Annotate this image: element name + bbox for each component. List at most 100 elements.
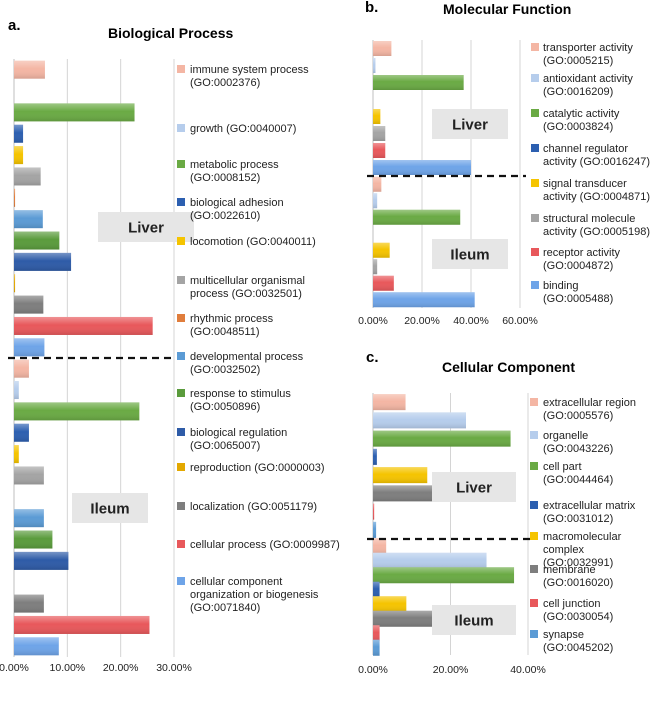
- bar-shade-a-ileum-7: [14, 509, 44, 528]
- legend-swatch-a-4: [177, 237, 185, 245]
- legend-swatch-a-0: [177, 65, 185, 73]
- legend-label-b-5-1: activity (GO:0005198): [543, 226, 650, 238]
- legend-label-c-4-2: (GO:0032991): [543, 557, 613, 569]
- tissue-label-b-ileum: Ileum: [450, 247, 489, 264]
- legend-label-c-2-1: (GO:0044464): [543, 474, 613, 486]
- bar-shade-b-ileum-0: [373, 176, 382, 192]
- bar-shade-c-liver-6: [373, 503, 375, 520]
- legend-label-b-5-0: structural molecule: [543, 213, 635, 225]
- bar-shade-c-ileum-7: [373, 639, 380, 656]
- tissue-label-box-a-ileum: [72, 493, 148, 523]
- legend-label-a-11-0: localization (GO:0051179): [190, 501, 317, 513]
- panel-a-letter: a.: [8, 17, 21, 34]
- legend-swatch-c-4: [530, 532, 538, 540]
- bar-shade-b-liver-4: [373, 109, 381, 124]
- legend-label-b-7-1: (GO:0005488): [543, 293, 613, 305]
- legend-label-c-7-1: (GO:0045202): [543, 642, 613, 654]
- legend-swatch-b-7: [531, 281, 539, 289]
- tissue-label-c-liver: Liver: [456, 480, 492, 497]
- legend-swatch-a-11: [177, 502, 185, 510]
- legend-label-b-4-0: signal transducer: [543, 178, 627, 190]
- legend-label-b-7-0: binding: [543, 280, 578, 292]
- legend-label-b-0-0: transporter activity: [543, 42, 633, 54]
- legend-swatch-a-10: [177, 463, 185, 471]
- legend-swatch-a-2: [177, 160, 185, 168]
- bar-shade-c-liver-3: [373, 448, 377, 465]
- bar-shade-c-ileum-4: [373, 596, 407, 613]
- legend-label-c-0-1: (GO:0005576): [543, 410, 613, 422]
- x-tick-label-c-1: 20.00%: [433, 664, 469, 676]
- bar-shade-a-ileum-8: [14, 530, 53, 549]
- bar-shade-c-liver-1: [373, 412, 466, 429]
- bar-shade-c-liver-0: [373, 394, 406, 411]
- panel-c-letter: c.: [366, 349, 379, 366]
- legend-label-b-0-1: (GO:0005215): [543, 55, 613, 67]
- legend-label-a-13-2: (GO:0071840): [190, 602, 260, 614]
- legend-label-a-10-0: reproduction (GO:0000003): [190, 462, 325, 474]
- bar-shade-a-liver-4: [14, 146, 24, 165]
- x-tick-label-c-2: 40.00%: [510, 664, 546, 676]
- legend-swatch-a-13: [177, 577, 185, 585]
- x-tick-label-b-3: 60.00%: [502, 315, 538, 327]
- legend-label-b-6-1: (GO:0004872): [543, 260, 613, 272]
- legend-label-b-3-0: channel regulator: [543, 143, 628, 155]
- panel-b-letter: b.: [365, 0, 378, 16]
- legend-label-c-0-0: extracellular region: [543, 397, 636, 409]
- panel-c-chart: 0.00% 20.00% 40.00% Liver Ileum extracellular…: [358, 393, 636, 676]
- panel-a-chart: 0.00% 10.00% 20.00% 30.00% Liver Ileum immune …: [0, 59, 340, 674]
- legend-label-b-2-1: (GO:0003824): [543, 121, 613, 133]
- legend-label-a-4-0: locomotion (GO:0040011): [190, 236, 316, 248]
- x-tick-label-b-0: 0.00%: [358, 315, 388, 327]
- bar-shade-a-liver-13: [14, 338, 45, 357]
- legend-swatch-a-12: [177, 540, 185, 548]
- legend-swatch-c-0: [530, 398, 538, 406]
- legend-label-a-6-1: (GO:0048511): [190, 326, 260, 338]
- legend-label-c-4-1: complex: [543, 544, 584, 556]
- legend-label-a-2-1: (GO:0008152): [190, 172, 260, 184]
- bar-shade-c-liver-4: [373, 467, 428, 484]
- legend-label-a-2-0: metabolic process: [190, 159, 279, 171]
- bar-shade-a-liver-6: [14, 188, 16, 207]
- panel-c-title: Cellular Component: [442, 359, 575, 375]
- bar-shade-a-ileum-0: [14, 359, 29, 378]
- legend-swatch-b-1: [531, 74, 539, 82]
- legend-label-a-13-0: cellular component: [190, 576, 282, 588]
- legend-swatch-c-2: [530, 462, 538, 470]
- bar-shade-c-ileum-1: [373, 552, 487, 569]
- tissue-label-b-liver: Liver: [452, 117, 488, 134]
- legend-swatch-b-0: [531, 43, 539, 51]
- legend-label-a-5-0: multicellular organismal: [190, 275, 305, 287]
- bar-shade-a-liver-10: [14, 274, 16, 293]
- legend-label-c-6-0: cell junction: [543, 598, 600, 610]
- bar-shade-b-liver-5: [373, 126, 386, 141]
- bar-shade-a-ileum-9: [14, 551, 69, 570]
- legend-label-a-1-0: growth (GO:0040007): [190, 123, 296, 135]
- bar-shade-a-ileum-2: [14, 402, 140, 421]
- x-tick-label-c-0: 0.00%: [358, 664, 388, 676]
- legend-label-c-2-0: cell part: [543, 461, 582, 473]
- tissue-label-box-b-liver: [432, 109, 508, 139]
- legend-swatch-a-3: [177, 198, 185, 206]
- legend-label-b-1-0: antioxidant activity: [543, 73, 633, 85]
- tissue-label-a-liver: Liver: [128, 220, 164, 237]
- legend-label-c-4-0: macromolecular: [543, 531, 622, 543]
- bar-shade-c-liver-5: [373, 485, 435, 502]
- legend-label-a-9-1: (GO:0065007): [190, 440, 260, 452]
- bar-shade-b-ileum-1: [373, 193, 378, 209]
- x-tick-label-b-1: 20.00%: [404, 315, 440, 327]
- tissue-label-box-b-ileum: [432, 239, 508, 269]
- legend-label-b-4-1: activity (GO:0004871): [543, 191, 650, 203]
- legend-label-b-1-1: (GO:0016209): [543, 86, 613, 98]
- legend-label-a-7-0: developmental process: [190, 351, 304, 363]
- legend-swatch-a-5: [177, 276, 185, 284]
- bar-shade-c-liver-2: [373, 430, 511, 447]
- bar-shade-a-liver-7: [14, 210, 43, 229]
- bar-shade-a-ileum-13: [14, 637, 59, 656]
- bar-shade-b-liver-7: [373, 160, 471, 175]
- legend-label-b-6-0: receptor activity: [543, 247, 621, 259]
- bar-shade-a-liver-11: [14, 295, 44, 314]
- legend-label-c-5-0: membrane: [543, 564, 596, 576]
- legend-label-a-8-1: (GO:0050896): [190, 401, 260, 413]
- bar-shade-a-ileum-12: [14, 615, 150, 634]
